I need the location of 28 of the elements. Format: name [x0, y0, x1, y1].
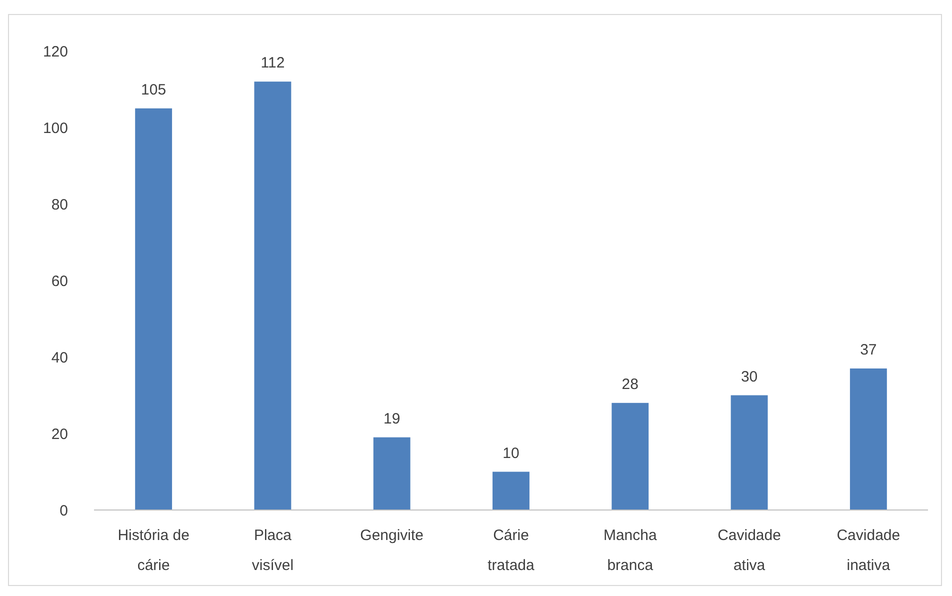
y-tick-label: 80 — [51, 196, 68, 214]
bar — [135, 108, 172, 510]
y-tick-label: 60 — [51, 272, 68, 290]
x-tick-label: Cavidade inativa — [836, 527, 900, 574]
data-label: 30 — [740, 368, 758, 386]
y-tick-label: 0 — [60, 502, 68, 520]
bar — [254, 82, 292, 510]
data-label: 105 — [141, 81, 166, 98]
y-tick-label: 100 — [42, 120, 68, 137]
data-label: 19 — [384, 410, 400, 428]
bar — [850, 368, 887, 510]
x-tick-label: História de cárie — [118, 527, 190, 574]
x-tick-label: Mancha branca — [603, 527, 658, 574]
data-label: 28 — [622, 376, 638, 393]
x-tick-label: Placa visível — [252, 527, 294, 574]
data-label: 112 — [260, 54, 285, 72]
x-tick-label: Cavidade ativa — [718, 527, 781, 574]
y-tick-label: 120 — [42, 43, 68, 60]
bar — [492, 472, 530, 510]
data-label: 37 — [860, 341, 877, 358]
bar — [612, 402, 649, 510]
data-label: 10 — [502, 444, 520, 462]
y-tick-label: 40 — [51, 349, 68, 366]
y-tick-label: 20 — [51, 426, 68, 443]
x-tick-label: Gengivite — [360, 527, 424, 544]
bar — [730, 395, 768, 510]
x-tick-label: Cárie tratada — [488, 527, 536, 574]
bar — [373, 437, 410, 510]
